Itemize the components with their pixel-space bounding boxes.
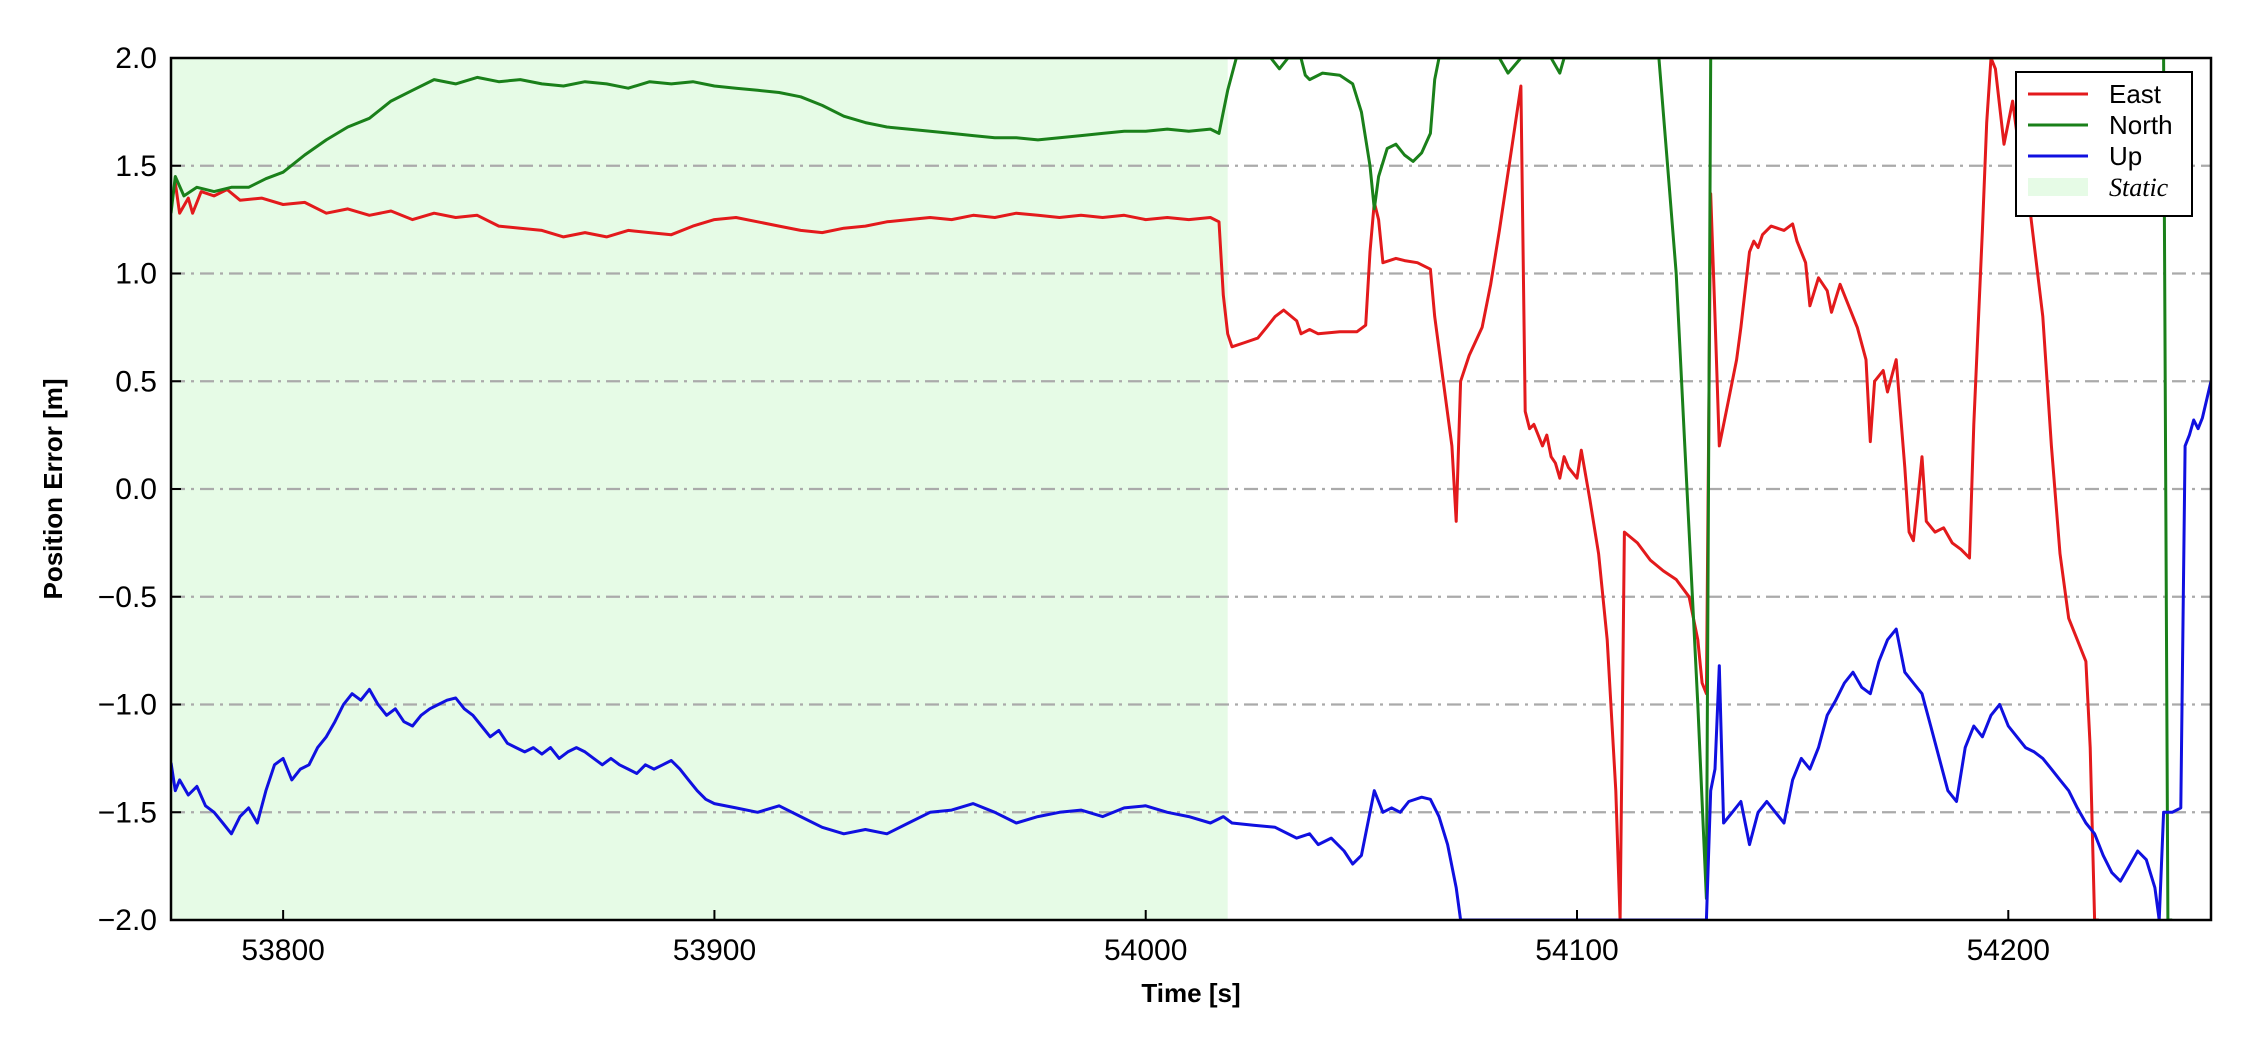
legend-label-static: Static bbox=[2109, 173, 2169, 202]
legend-swatch-static bbox=[2028, 178, 2088, 196]
series-line-up bbox=[171, 380, 2211, 920]
y-tick-label: −1.5 bbox=[98, 796, 157, 829]
x-axis-title: Time [s] bbox=[1141, 978, 1240, 1008]
y-tick-label: 1.5 bbox=[115, 150, 157, 183]
x-tick-label: 54200 bbox=[1967, 934, 2050, 967]
y-tick-label: 0.0 bbox=[115, 473, 157, 506]
y-tick-label: −2.0 bbox=[98, 904, 157, 937]
y-tick-label: 0.5 bbox=[115, 365, 157, 398]
y-tick-label: −0.5 bbox=[98, 581, 157, 614]
series-line-east bbox=[171, 58, 2099, 920]
grid-layer bbox=[171, 164, 2211, 814]
x-tick-label: 54100 bbox=[1535, 934, 1618, 967]
tick-layer: 53800 53900 54000 54100 54200 −2.0 −1.5 −1.0 −0.… bbox=[98, 42, 2050, 967]
series-line-north bbox=[171, 58, 2173, 920]
legend-label-east: East bbox=[2109, 79, 2162, 109]
legend-label-up: Up bbox=[2109, 141, 2142, 171]
legend: East North Up Static bbox=[2015, 71, 2193, 217]
x-tick-label: 53900 bbox=[673, 934, 756, 967]
legend-label-north: North bbox=[2109, 110, 2173, 140]
y-axis-title: Position Error [m] bbox=[38, 378, 68, 599]
series-layer bbox=[171, 58, 2211, 920]
x-tick-label: 54000 bbox=[1104, 934, 1187, 967]
y-tick-label: 2.0 bbox=[115, 42, 157, 75]
x-tick-label: 53800 bbox=[241, 934, 324, 967]
y-tick-label: −1.0 bbox=[98, 689, 157, 722]
y-tick-label: 1.0 bbox=[115, 258, 157, 291]
